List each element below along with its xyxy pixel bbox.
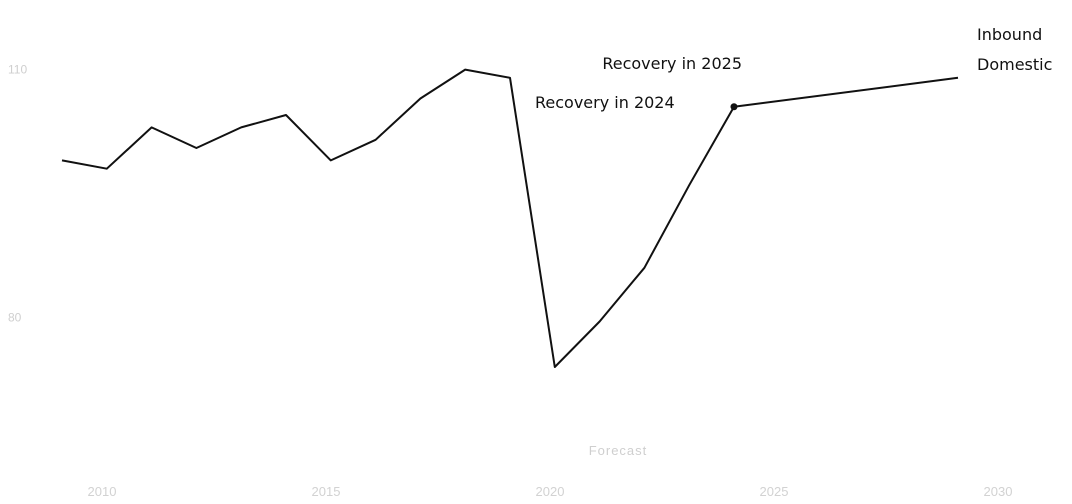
series-label-domestic: Domestic xyxy=(977,55,1052,74)
series-group xyxy=(61,68,959,368)
x-tick-label: 2030 xyxy=(984,484,1013,499)
marker-recovery-2025 xyxy=(730,103,738,111)
forecast-label: Forecast xyxy=(589,443,648,458)
x-tick-label: 2015 xyxy=(312,484,341,499)
annotation-recovery-2025: Recovery in 2025 xyxy=(602,54,742,73)
annotations: Recovery in 2025 Recovery in 2024 Foreca… xyxy=(535,25,1052,458)
y-tick-label: 110 xyxy=(8,63,27,77)
annotation-recovery-2024: Recovery in 2024 xyxy=(535,93,675,112)
x-tick-label: 2020 xyxy=(536,484,565,499)
series-label-inbound: Inbound xyxy=(977,25,1042,44)
x-tick-label: 2025 xyxy=(760,484,789,499)
y-axis-ticks: 110 80 xyxy=(8,63,27,325)
series-line xyxy=(61,68,959,368)
x-tick-label: 2010 xyxy=(88,484,117,499)
y-tick-label: 80 xyxy=(8,310,22,324)
x-axis-ticks: 2010 2015 2020 2025 2030 xyxy=(88,484,1013,499)
